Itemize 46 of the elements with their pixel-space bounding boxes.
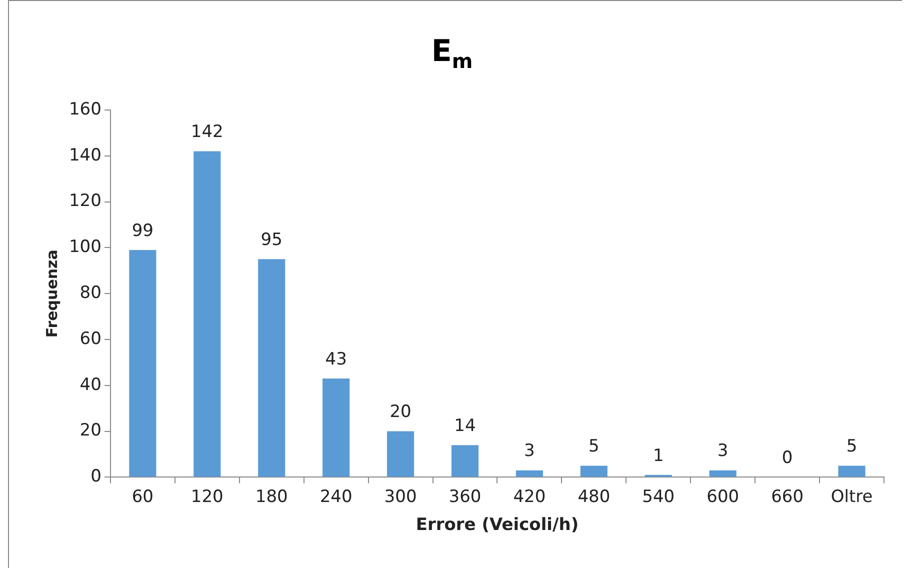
y-tick-label: 0 <box>90 466 102 487</box>
x-axis-title: Errore (Veicoli/h) <box>416 515 579 536</box>
bar <box>258 259 286 477</box>
chart-title: E$_{m}$ <box>430 34 474 73</box>
x-tick-label: 120 <box>190 486 224 507</box>
bar <box>709 470 736 477</box>
y-tick-label: 20 <box>80 420 102 441</box>
x-tick-label: 360 <box>448 486 482 507</box>
bar <box>129 250 156 477</box>
data-label: 43 <box>325 349 347 370</box>
data-label: 3 <box>717 441 728 462</box>
x-tick-label: 300 <box>384 486 417 507</box>
data-label: 99 <box>132 220 154 241</box>
data-label: 3 <box>524 441 535 462</box>
data-label: 5 <box>588 436 600 457</box>
x-tick-label: 420 <box>513 486 546 507</box>
x-tick-label: 60 <box>132 486 154 507</box>
bar <box>516 470 543 477</box>
bar <box>838 466 866 477</box>
y-tick-label: 40 <box>80 374 102 395</box>
data-label: 14 <box>454 416 476 436</box>
y-tick-label: 140 <box>68 145 102 166</box>
y-tick-label: 60 <box>80 328 102 349</box>
x-tick-label: 600 <box>706 486 740 507</box>
y-axis-title: Frequenza <box>42 250 61 338</box>
x-tick-label: 660 <box>771 486 804 507</box>
y-tick-label: 100 <box>68 237 102 258</box>
x-tick-label: 240 <box>320 486 352 507</box>
bar <box>386 431 414 477</box>
y-tick-label: 160 <box>68 99 102 120</box>
y-tick-label: 120 <box>68 191 102 212</box>
bar <box>194 151 221 477</box>
data-label: 1 <box>652 446 664 466</box>
x-tick-label: 480 <box>578 486 610 507</box>
y-tick-label: 80 <box>80 283 102 304</box>
data-label: 0 <box>782 448 793 468</box>
data-label: 5 <box>846 436 858 457</box>
data-label: 20 <box>390 402 412 422</box>
data-label: 142 <box>190 122 224 142</box>
x-tick-label: Oltre <box>830 486 873 507</box>
bar <box>322 378 350 477</box>
x-tick-label: 540 <box>642 486 675 507</box>
bar <box>451 445 479 477</box>
x-tick-label: 180 <box>255 486 288 507</box>
data-label: 95 <box>260 230 282 250</box>
bar <box>580 466 608 477</box>
